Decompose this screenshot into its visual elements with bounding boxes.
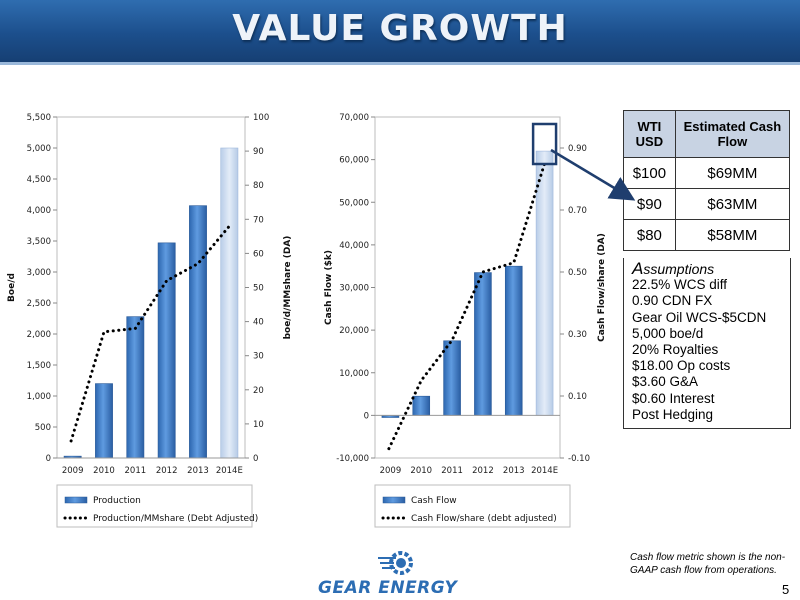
x-tick-label: 2013 bbox=[503, 466, 525, 476]
y-tick-label: 2,500 bbox=[27, 299, 51, 309]
assumption-item: Gear Oil WCS-$5CDN bbox=[632, 309, 767, 325]
y2-tick-label: 90 bbox=[253, 147, 264, 157]
x-tick-label: 2010 bbox=[93, 466, 115, 476]
table-header-row: WTI USD Estimated Cash Flow bbox=[623, 110, 791, 158]
y2-tick-label: 30 bbox=[253, 352, 264, 362]
gear-icon bbox=[378, 551, 413, 575]
legend-bar-swatch bbox=[382, 496, 406, 504]
y2-tick-label: -0.10 bbox=[568, 454, 590, 464]
y-tick-label: 70,000 bbox=[339, 113, 369, 123]
y-tick-label: 10,000 bbox=[339, 369, 369, 379]
y-tick-label: -10,000 bbox=[336, 454, 369, 464]
y2-tick-label: 0.90 bbox=[568, 144, 587, 154]
legend-box bbox=[374, 484, 571, 528]
x-tick-label: 2013 bbox=[187, 466, 209, 476]
y2-tick-label: 0.50 bbox=[568, 268, 587, 278]
y-tick-label: 30,000 bbox=[339, 284, 369, 294]
title-bar bbox=[0, 0, 800, 65]
y2-axis-title: boe/d/MMshare (DA) bbox=[283, 236, 293, 340]
table-row: $80 $58MM bbox=[623, 219, 791, 251]
y2-tick-label: 40 bbox=[253, 318, 264, 328]
y-tick-label: 3,000 bbox=[27, 268, 51, 278]
y-tick-label: 40,000 bbox=[339, 241, 369, 251]
legend-line-label: Production/MMshare (Debt Adjusted) bbox=[93, 514, 258, 524]
assumption-item: Post Hedging bbox=[632, 406, 714, 422]
y-tick-label: 0 bbox=[364, 411, 369, 421]
assumptions-box: Assumptions 22.5% WCS diff 0.90 CDN FX G… bbox=[623, 258, 791, 429]
y-tick-label: 60,000 bbox=[339, 156, 369, 166]
legend-box bbox=[56, 484, 253, 528]
assumption-item: 22.5% WCS diff bbox=[632, 277, 728, 293]
x-tick-label: 2011 bbox=[125, 466, 147, 476]
y-tick-label: 50,000 bbox=[339, 198, 369, 208]
x-tick-label: 2010 bbox=[410, 466, 432, 476]
y-tick-label: 5,500 bbox=[27, 113, 51, 123]
legend-bar-swatch bbox=[64, 496, 88, 504]
y2-tick-label: 0.10 bbox=[568, 392, 587, 402]
gear-energy-logo: GEAR ENERGY bbox=[318, 548, 488, 598]
footnote: Cash flow metric shown is the non-GAAP c… bbox=[630, 552, 786, 576]
y2-tick-label: 10 bbox=[253, 420, 264, 430]
legend-bar-label: Production bbox=[93, 496, 141, 506]
y-axis-title: Cash Flow ($k) bbox=[324, 250, 334, 325]
x-tick-label: 2012 bbox=[472, 466, 494, 476]
x-tick-label: 2012 bbox=[156, 466, 178, 476]
page-number: 5 bbox=[782, 582, 790, 597]
y2-tick-label: 70 bbox=[253, 215, 264, 225]
table-cell: $80 bbox=[623, 219, 676, 251]
y-tick-label: 4,500 bbox=[27, 175, 51, 185]
y-tick-label: 0 bbox=[46, 454, 51, 464]
y2-tick-label: 0.70 bbox=[568, 206, 587, 216]
table-cell: $58MM bbox=[674, 219, 791, 251]
y2-tick-label: 100 bbox=[253, 113, 269, 123]
x-tick-label: 2014E bbox=[216, 466, 243, 476]
x-tick-label: 2009 bbox=[380, 466, 402, 476]
y2-tick-label: 80 bbox=[253, 181, 264, 191]
y2-axis-title: Cash Flow/share (DA) bbox=[597, 233, 607, 342]
line-series bbox=[387, 162, 547, 451]
assumption-item: 5,000 boe/d bbox=[632, 325, 704, 341]
assumption-item: 0.90 CDN FX bbox=[632, 293, 713, 309]
table-header: WTI USD bbox=[623, 110, 676, 158]
legend-bar-label: Cash Flow bbox=[411, 496, 457, 506]
y2-tick-label: 0.30 bbox=[568, 330, 587, 340]
assumption-item: $0.60 Interest bbox=[632, 390, 715, 406]
logo-text: GEAR ENERGY bbox=[318, 578, 458, 598]
y-tick-label: 20,000 bbox=[339, 326, 369, 336]
assumptions-title: Assumptions bbox=[632, 259, 715, 278]
legend-line-label: Cash Flow/share (debt adjusted) bbox=[411, 514, 557, 524]
callout-box bbox=[531, 122, 558, 166]
wti-sensitivity-table: WTI USD Estimated Cash Flow $100 $69MM $… bbox=[623, 110, 791, 251]
y-tick-label: 4,000 bbox=[27, 206, 51, 216]
assumption-item: $18.00 Op costs bbox=[632, 358, 731, 374]
table-header: Estimated Cash Flow bbox=[674, 110, 791, 158]
x-tick-label: 2014E bbox=[531, 466, 558, 476]
line-series bbox=[69, 224, 231, 443]
slide-title: VALUE GROWTH bbox=[232, 8, 568, 49]
assumption-item: 20% Royalties bbox=[632, 342, 719, 358]
y-tick-label: 1,500 bbox=[27, 361, 51, 371]
y-tick-label: 5,000 bbox=[27, 144, 51, 154]
table-row: $100 $69MM bbox=[623, 157, 791, 189]
y2-tick-label: 0 bbox=[253, 454, 258, 464]
x-tick-label: 2011 bbox=[441, 466, 463, 476]
y2-tick-label: 60 bbox=[253, 249, 264, 259]
x-tick-label: 2009 bbox=[62, 466, 84, 476]
y-tick-label: 500 bbox=[35, 423, 51, 433]
assumption-item: $3.60 G&A bbox=[632, 374, 699, 390]
y-tick-label: 2,000 bbox=[27, 330, 51, 340]
y-tick-label: 3,500 bbox=[27, 237, 51, 247]
y-axis-title: Boe/d bbox=[7, 273, 17, 302]
y2-tick-label: 50 bbox=[253, 284, 264, 294]
y2-tick-label: 20 bbox=[253, 386, 264, 396]
y-tick-label: 1,000 bbox=[27, 392, 51, 402]
